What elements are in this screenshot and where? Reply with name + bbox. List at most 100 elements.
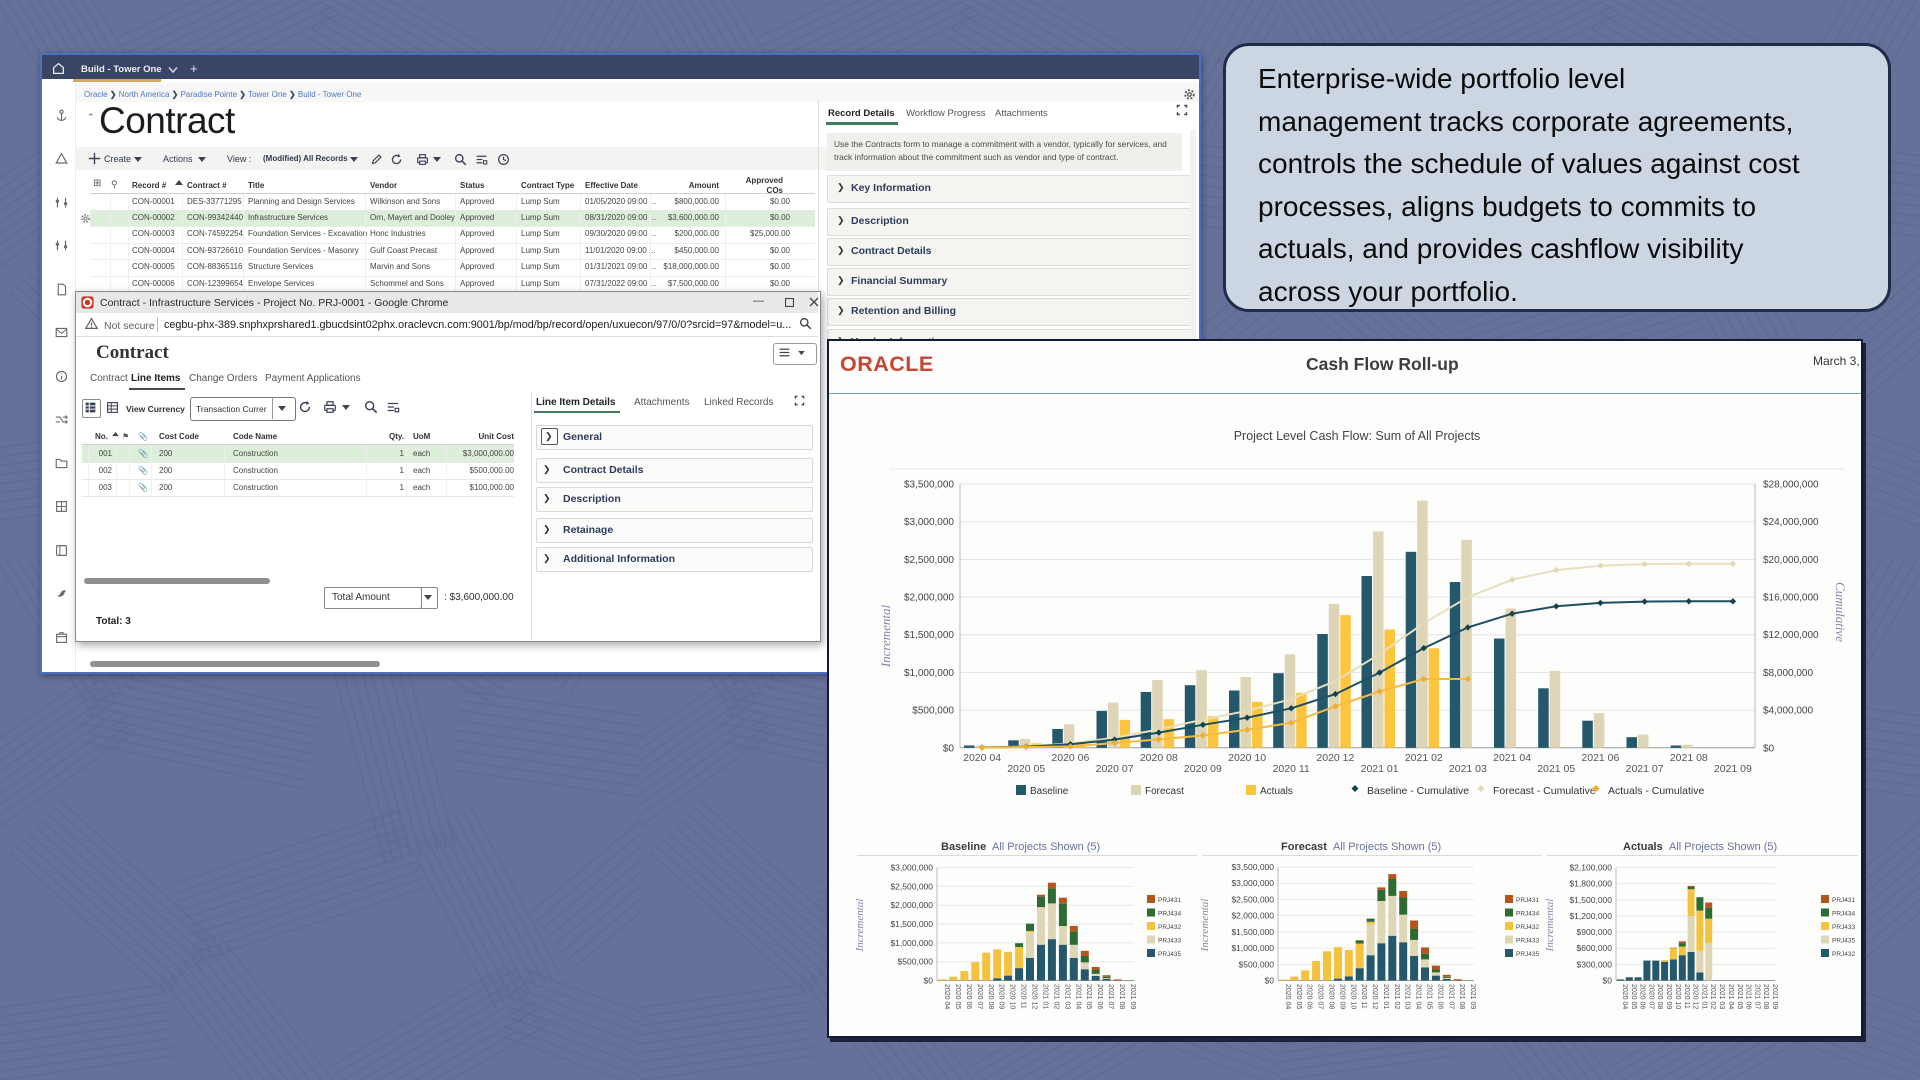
svg-text:2020 09: 2020 09	[1338, 984, 1345, 1009]
svg-text:2020 04: 2020 04	[943, 984, 950, 1009]
svg-text:2021 02: 2021 02	[1709, 984, 1716, 1009]
svg-text:2021 09: 2021 09	[1129, 984, 1136, 1009]
svg-text:2020 10: 2020 10	[1674, 984, 1681, 1009]
svg-text:2020 09: 2020 09	[1184, 763, 1222, 775]
svg-text:$1,500,000: $1,500,000	[1231, 927, 1274, 937]
svg-text:2020 11: 2020 11	[1683, 984, 1690, 1009]
svg-text:$500,000: $500,000	[1239, 959, 1275, 969]
svg-text:$0: $0	[1763, 743, 1775, 754]
svg-text:$500,000: $500,000	[912, 706, 954, 717]
svg-text:Forecast: Forecast	[1145, 786, 1184, 797]
svg-text:PRJ433: PRJ433	[1516, 938, 1540, 945]
svg-text:2020 06: 2020 06	[965, 984, 972, 1009]
svg-text:2021 01: 2021 01	[1700, 984, 1707, 1009]
svg-text:2021 09: 2021 09	[1469, 984, 1476, 1009]
svg-text:2020 12: 2020 12	[1692, 984, 1699, 1009]
svg-text:Baseline: Baseline	[941, 841, 986, 853]
svg-text:$1,500,000: $1,500,000	[904, 630, 954, 641]
svg-text:$0: $0	[1265, 976, 1275, 986]
svg-text:2021 07: 2021 07	[1753, 984, 1760, 1009]
svg-text:2020 08: 2020 08	[1140, 752, 1178, 764]
svg-text:2020 06: 2020 06	[1306, 984, 1313, 1009]
svg-text:$0: $0	[943, 743, 955, 754]
svg-text:Actuals: Actuals	[1623, 841, 1663, 853]
svg-text:Cumulative: Cumulative	[1833, 582, 1848, 642]
svg-text:$20,000,000: $20,000,000	[1763, 555, 1819, 566]
svg-text:2020 10: 2020 10	[1009, 984, 1016, 1009]
svg-text:$8,000,000: $8,000,000	[1763, 668, 1813, 679]
svg-text:PRJ431: PRJ431	[1516, 897, 1540, 904]
svg-text:2021 05: 2021 05	[1736, 984, 1743, 1009]
svg-text:2021 04: 2021 04	[1074, 984, 1081, 1009]
svg-text:2020 04: 2020 04	[1621, 984, 1628, 1009]
svg-text:2021 07: 2021 07	[1107, 984, 1114, 1009]
svg-text:PRJ432: PRJ432	[1832, 951, 1856, 958]
svg-text:$2,500,000: $2,500,000	[904, 555, 954, 566]
svg-text:PRJ435: PRJ435	[1832, 938, 1856, 945]
svg-text:$0: $0	[924, 976, 934, 986]
svg-text:2020 05: 2020 05	[1630, 984, 1637, 1009]
svg-text:2020 05: 2020 05	[954, 984, 961, 1009]
svg-text:PRJ433: PRJ433	[1158, 938, 1182, 945]
svg-text:2021 09: 2021 09	[1771, 984, 1778, 1009]
svg-text:Incremental: Incremental	[854, 899, 866, 953]
svg-text:2021 02: 2021 02	[1405, 752, 1443, 764]
svg-text:PRJ434: PRJ434	[1158, 911, 1182, 918]
svg-text:2021 06: 2021 06	[1436, 984, 1443, 1009]
svg-text:2021 02: 2021 02	[1393, 984, 1400, 1009]
svg-text:2020 10: 2020 10	[1349, 984, 1356, 1009]
svg-text:$1,000,000: $1,000,000	[890, 938, 933, 948]
svg-text:2020 06: 2020 06	[1639, 984, 1646, 1009]
svg-text:PRJ433: PRJ433	[1832, 924, 1856, 931]
svg-text:$300,000: $300,000	[1577, 959, 1613, 969]
svg-text:$4,000,000: $4,000,000	[1763, 706, 1813, 717]
svg-text:2021 04: 2021 04	[1727, 984, 1734, 1009]
svg-text:PRJ431: PRJ431	[1832, 897, 1856, 904]
svg-text:2020 07: 2020 07	[976, 984, 983, 1009]
svg-text:$3,000,000: $3,000,000	[1231, 878, 1274, 888]
svg-text:$900,000: $900,000	[1577, 927, 1613, 937]
svg-text:2020 07: 2020 07	[1647, 984, 1654, 1009]
svg-text:2021 08: 2021 08	[1670, 752, 1708, 764]
svg-text:Incremental: Incremental	[1199, 899, 1211, 953]
svg-text:2020 07: 2020 07	[1096, 763, 1134, 775]
svg-text:2021 08: 2021 08	[1118, 984, 1125, 1009]
svg-text:$600,000: $600,000	[1577, 943, 1613, 953]
svg-text:2020 05: 2020 05	[1007, 763, 1045, 775]
svg-text:$3,000,000: $3,000,000	[890, 863, 933, 873]
svg-text:2020 08: 2020 08	[1328, 984, 1335, 1009]
svg-text:2021 03: 2021 03	[1404, 984, 1411, 1009]
svg-text:$1,800,000: $1,800,000	[1569, 879, 1612, 889]
svg-text:2021 05: 2021 05	[1085, 984, 1092, 1009]
svg-text:2021 02: 2021 02	[1052, 984, 1059, 1009]
svg-text:2020 12: 2020 12	[1031, 984, 1038, 1009]
svg-text:Incremental: Incremental	[878, 604, 893, 668]
svg-text:2021 07: 2021 07	[1626, 763, 1664, 775]
svg-text:$2,500,000: $2,500,000	[1231, 894, 1274, 904]
svg-text:PRJ432: PRJ432	[1158, 924, 1182, 931]
svg-text:2021 06: 2021 06	[1745, 984, 1752, 1009]
svg-text:PRJ434: PRJ434	[1832, 911, 1856, 918]
svg-text:$1,000,000: $1,000,000	[1231, 943, 1274, 953]
svg-text:$12,000,000: $12,000,000	[1763, 630, 1819, 641]
svg-text:2020 12: 2020 12	[1316, 752, 1354, 764]
svg-text:2020 09: 2020 09	[998, 984, 1005, 1009]
svg-text:PRJ431: PRJ431	[1158, 897, 1182, 904]
svg-text:Baseline - Cumulative: Baseline - Cumulative	[1367, 785, 1469, 797]
svg-text:$3,000,000: $3,000,000	[904, 517, 954, 528]
svg-text:$2,000,000: $2,000,000	[1231, 911, 1274, 921]
svg-text:Project Level Cash Flow: Sum o: Project Level Cash Flow: Sum of All Proj…	[1234, 429, 1481, 443]
svg-text:2020 05: 2020 05	[1295, 984, 1302, 1009]
svg-text:2021 01: 2021 01	[1382, 984, 1389, 1009]
svg-text:2021 04: 2021 04	[1415, 984, 1422, 1009]
svg-text:2021 07: 2021 07	[1447, 984, 1454, 1009]
svg-text:All Projects Shown (5): All Projects Shown (5)	[992, 841, 1100, 853]
svg-text:2021 08: 2021 08	[1458, 984, 1465, 1009]
svg-text:$1,500,000: $1,500,000	[1569, 895, 1612, 905]
svg-text:2021 01: 2021 01	[1361, 763, 1399, 775]
svg-text:Incremental: Incremental	[1544, 899, 1556, 953]
svg-text:$2,000,000: $2,000,000	[904, 593, 954, 604]
svg-text:All Projects Shown (5): All Projects Shown (5)	[1669, 841, 1777, 853]
svg-text:2021 08: 2021 08	[1762, 984, 1769, 1009]
svg-text:Actuals: Actuals	[1260, 786, 1293, 797]
